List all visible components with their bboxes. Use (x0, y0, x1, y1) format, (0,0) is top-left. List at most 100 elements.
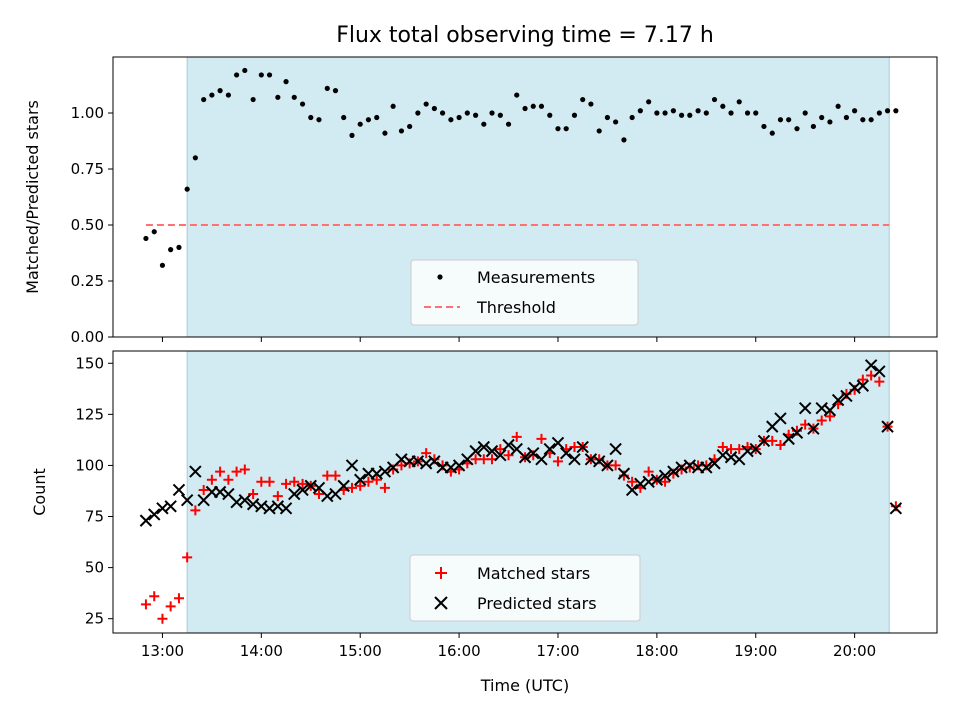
predicted-star-point (279, 502, 293, 515)
predicted-star-point (164, 500, 177, 513)
measurement-point (382, 130, 388, 136)
matched-star-point (239, 464, 250, 475)
matched-star-point (182, 552, 193, 563)
matched-star-point (215, 466, 226, 477)
measurement-point (678, 112, 685, 118)
measurement-point (201, 96, 207, 103)
matched-star-point (643, 466, 654, 477)
measurement-point (423, 101, 429, 107)
measurement-point (588, 101, 594, 107)
measurement-point (143, 235, 149, 242)
predicted-star-point (156, 502, 169, 515)
matched-star-point (330, 470, 341, 481)
measurement-point (176, 244, 182, 250)
matched-star-point (511, 431, 522, 442)
x-tick-label: 16:00 (437, 642, 480, 660)
bottom-x-axis-label: Time (UTC) (480, 676, 569, 695)
measurement-point (876, 110, 882, 116)
matched-star-point (816, 415, 827, 426)
measurement-point (563, 126, 569, 132)
predicted-star-point (807, 422, 820, 435)
measurement-point (159, 262, 166, 268)
matched-star-point (363, 476, 374, 487)
bottom-x-ticks: 13:00 14:00 15:00 16:00 17:00 18:00 19:00 20:00 (141, 633, 876, 660)
legend-predicted-label: Predicted stars (477, 594, 597, 613)
top-legend: Measurements Threshold (410, 259, 639, 326)
measurement-point (654, 110, 660, 116)
y-tick-label: 50 (85, 559, 104, 577)
measurement-point (761, 123, 767, 130)
y-tick-label: 100 (75, 456, 104, 474)
matched-star-point (627, 476, 638, 487)
measurement-point (497, 112, 503, 118)
x-tick-label: 14:00 (240, 642, 283, 660)
measurement-point (407, 123, 413, 130)
measurement-point (489, 110, 495, 116)
measurement-point (852, 108, 858, 114)
measurement-point (843, 114, 850, 121)
measurement-point (151, 229, 157, 235)
measurement-point (538, 103, 545, 109)
x-tick-label: 17:00 (536, 642, 579, 660)
predicted-stars-points (139, 359, 903, 527)
measurement-point (242, 67, 248, 74)
measurement-point (687, 112, 693, 118)
measurement-point (769, 130, 775, 136)
measurement-point (711, 96, 718, 103)
y-tick-label: 25 (85, 610, 104, 628)
measurement-point (332, 88, 339, 94)
matched-star-point (857, 374, 868, 385)
predicted-star-point (568, 453, 581, 466)
predicted-star-point (485, 444, 499, 458)
predicted-star-point (172, 483, 186, 497)
top-measurement-points (143, 67, 899, 268)
matched-star-point (775, 440, 786, 450)
measurement-point (258, 72, 264, 78)
measurement-point (398, 128, 405, 134)
top-y-axis-label: Matched/Predicted stars (23, 100, 42, 294)
bottom-y-ticks: 25 50 75 100 125 150 (75, 354, 113, 628)
legend-matched-label: Matched stars (477, 564, 590, 583)
measurement-point (473, 112, 479, 118)
measurement-point (374, 114, 380, 121)
measurement-point (324, 85, 330, 91)
x-tick-label: 20:00 (833, 642, 876, 660)
predicted-star-point (609, 442, 622, 456)
predicted-star-point (378, 465, 392, 478)
legend-measurements-marker (437, 274, 443, 280)
predicted-star-point (337, 479, 350, 493)
measurement-point (819, 114, 825, 121)
x-tick-label: 13:00 (141, 642, 184, 660)
measurement-point (522, 105, 528, 112)
measurement-point (456, 114, 462, 121)
legend-matched-marker (435, 567, 447, 579)
measurement-point (250, 96, 256, 103)
predicted-star-point (469, 444, 482, 458)
measurement-point (736, 99, 742, 105)
top-y-ticks: 0.00 0.25 0.50 0.75 1.00 (71, 104, 113, 346)
matched-star-point (421, 448, 432, 459)
predicted-star-point (798, 402, 812, 415)
measurement-point (555, 126, 561, 132)
measurement-point (184, 186, 190, 192)
predicted-star-point (238, 493, 252, 507)
matched-star-point (610, 460, 621, 471)
y-tick-label: 0.50 (71, 216, 104, 234)
measurement-point (291, 94, 297, 100)
predicted-star-point (452, 459, 466, 472)
matched-star-point (824, 411, 835, 422)
predicted-star-point (856, 379, 870, 392)
measurement-point (217, 88, 223, 94)
legend-measurements-label: Measurements (477, 268, 595, 287)
predicted-star-point (889, 502, 903, 515)
measurement-point (893, 108, 899, 114)
measurement-point (604, 114, 611, 121)
matched-star-point (734, 444, 745, 455)
legend-predicted-marker (434, 596, 448, 610)
measurement-point (827, 119, 833, 125)
predicted-star-point (757, 434, 771, 448)
measurement-point (835, 103, 841, 109)
measurement-point (613, 119, 619, 125)
measurement-point (209, 92, 215, 98)
measurement-point (596, 128, 602, 134)
